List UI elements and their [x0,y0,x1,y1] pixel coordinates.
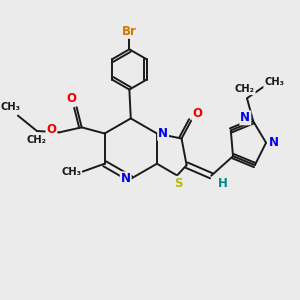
Text: N: N [240,111,250,124]
Text: CH₂: CH₂ [27,135,47,145]
Text: O: O [46,122,56,136]
Text: N: N [121,172,131,185]
Text: S: S [174,177,183,190]
Text: O: O [193,107,202,120]
Text: N: N [269,136,279,149]
Text: CH₂: CH₂ [235,84,255,94]
Text: CH₃: CH₃ [1,102,21,112]
Text: CH₃: CH₃ [61,167,81,176]
Text: Br: Br [122,25,137,38]
Text: O: O [67,92,76,105]
Text: CH₃: CH₃ [264,77,284,87]
Text: N: N [158,127,168,140]
Text: H: H [218,177,228,190]
